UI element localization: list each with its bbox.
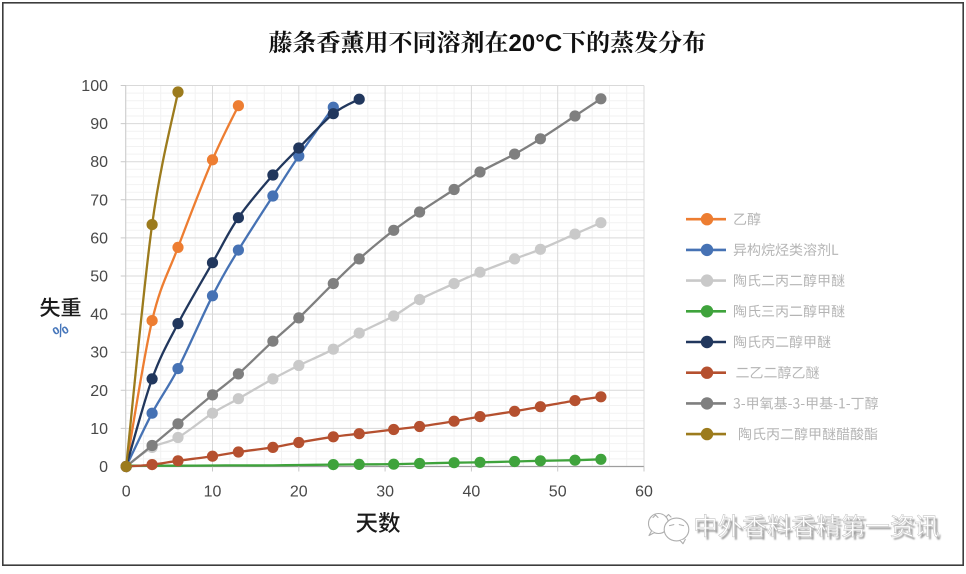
svg-text:20: 20 — [90, 383, 108, 400]
svg-text:60: 60 — [90, 230, 108, 247]
svg-text:40: 40 — [463, 484, 481, 501]
svg-text:90: 90 — [90, 116, 108, 133]
svg-text:10: 10 — [204, 484, 222, 501]
svg-text:50: 50 — [90, 269, 108, 286]
svg-text:70: 70 — [90, 192, 108, 209]
svg-text:50: 50 — [549, 484, 567, 501]
svg-text:20: 20 — [290, 484, 308, 501]
svg-text:0: 0 — [122, 484, 131, 501]
svg-text:100: 100 — [81, 78, 108, 95]
svg-text:0: 0 — [99, 459, 108, 476]
svg-text:80: 80 — [90, 154, 108, 171]
svg-text:10: 10 — [90, 421, 108, 438]
svg-text:30: 30 — [90, 345, 108, 362]
svg-text:40: 40 — [90, 307, 108, 324]
svg-text:30: 30 — [376, 484, 394, 501]
svg-text:60: 60 — [635, 484, 653, 501]
